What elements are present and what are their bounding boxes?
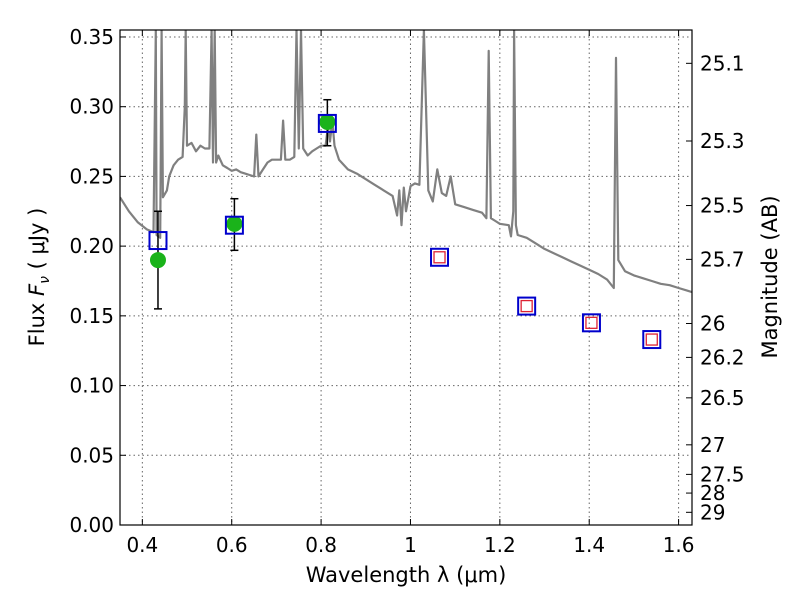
right-axis-title: Magnitude (AB)	[758, 195, 782, 358]
magnitude-tick-label: 25.5	[700, 194, 745, 218]
magnitude-tick-label: 25.1	[700, 51, 745, 75]
magnitude-tick-label: 27	[700, 433, 725, 457]
y-tick-label: 0.05	[69, 443, 114, 467]
y-axis-title-sub: ν	[37, 276, 53, 284]
x-tick-label: 1.6	[663, 533, 695, 557]
y-tick-label: 0.15	[69, 304, 114, 328]
model-square	[517, 296, 537, 316]
x-tick-label: 1.2	[484, 533, 516, 557]
error-bars-layer	[153, 98, 332, 310]
y-tick-label: 0.25	[69, 164, 114, 188]
plot-frame	[119, 29, 693, 526]
x-tick-label: 0.8	[305, 533, 337, 557]
y-tick-label: 0.10	[69, 374, 114, 398]
observed-point	[319, 114, 336, 131]
grid-lines	[120, 30, 692, 526]
y-tick-label: 0.35	[69, 25, 114, 49]
magnitude-tick-label: 26.2	[700, 345, 745, 369]
y-axis-title-symbol: F	[25, 283, 49, 296]
observed-point	[149, 252, 166, 269]
magnitude-tick-label: 26.5	[700, 386, 745, 410]
predicted-square	[645, 333, 658, 346]
predicted-square	[585, 316, 598, 329]
y-axis-title-prefix: Flux	[25, 296, 49, 346]
x-tick-label: 0.6	[216, 533, 248, 557]
model-square	[224, 215, 244, 235]
magnitude-tick-label: 28	[700, 481, 725, 505]
predicted-square	[433, 251, 446, 264]
observed-point	[226, 215, 243, 232]
model-square	[148, 231, 168, 251]
y-tick-label: 0.20	[69, 234, 114, 258]
x-tick-label: 1.4	[573, 533, 605, 557]
template-spectrum-layer	[120, 30, 692, 294]
x-tick-label: 0.4	[126, 533, 158, 557]
x-axis-title: Wavelength λ (μm)	[306, 563, 507, 587]
observed-points-layer	[149, 114, 336, 269]
model-square	[581, 313, 601, 333]
model-square	[642, 330, 662, 350]
template-spectrum-line	[120, 30, 692, 294]
axis-ticks: 0.4 0.6 0.8 1 1.2 1.4 1.6 0.00 0.05 0.10 0.15 0.20 0…	[69, 25, 744, 557]
y-tick-label: 0.30	[69, 95, 114, 119]
magnitude-tick-label: 26	[700, 312, 725, 336]
y-tick-label: 0.00	[69, 513, 114, 537]
magnitude-tick-label: 25.7	[700, 247, 745, 271]
model-square	[430, 247, 450, 267]
model-square	[317, 113, 337, 133]
magnitude-tick-label: 27.5	[700, 462, 745, 486]
plot-area	[120, 30, 692, 350]
magnitude-tick-label: 25.3	[700, 129, 745, 153]
y-axis-title: Flux Fν ( μJy )	[25, 208, 53, 347]
model-squares-layer	[148, 113, 662, 350]
predicted-square	[520, 299, 533, 313]
magnitude-tick-label: 29	[700, 500, 725, 524]
x-tick-label: 1	[404, 533, 417, 557]
y-axis-title-unit: ( μJy )	[25, 208, 49, 276]
